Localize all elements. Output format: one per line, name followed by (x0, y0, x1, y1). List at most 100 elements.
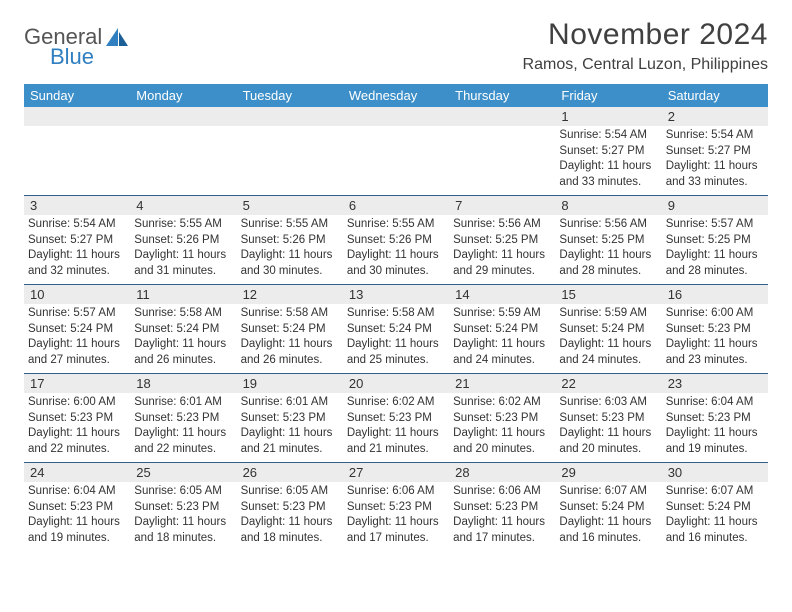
sunset-text: Sunset: 5:24 PM (28, 322, 126, 338)
calendar-cell: 26Sunrise: 6:05 AMSunset: 5:23 PMDayligh… (237, 463, 343, 551)
daylight-text: Daylight: 11 hours and 28 minutes. (666, 248, 764, 279)
calendar-cell: 30Sunrise: 6:07 AMSunset: 5:24 PMDayligh… (662, 463, 768, 551)
daylight-text: Daylight: 11 hours and 26 minutes. (241, 337, 339, 368)
sunset-text: Sunset: 5:24 PM (559, 500, 657, 516)
sunrise-text: Sunrise: 5:55 AM (241, 217, 339, 233)
cell-body: Sunrise: 5:59 AMSunset: 5:24 PMDaylight:… (555, 304, 661, 372)
daylight-text: Daylight: 11 hours and 33 minutes. (559, 159, 657, 190)
sunrise-text: Sunrise: 6:02 AM (347, 395, 445, 411)
cell-body: Sunrise: 6:03 AMSunset: 5:23 PMDaylight:… (555, 393, 661, 461)
daylight-text: Daylight: 11 hours and 22 minutes. (134, 426, 232, 457)
day-number: 26 (237, 463, 343, 482)
day-header: Thursday (449, 84, 555, 107)
sunset-text: Sunset: 5:25 PM (559, 233, 657, 249)
week-row: 17Sunrise: 6:00 AMSunset: 5:23 PMDayligh… (24, 374, 768, 463)
sunrise-text: Sunrise: 6:00 AM (28, 395, 126, 411)
day-number: 23 (662, 374, 768, 393)
calendar-cell (237, 107, 343, 195)
brand-text: General Blue (24, 26, 102, 68)
cell-body: Sunrise: 6:00 AMSunset: 5:23 PMDaylight:… (24, 393, 130, 461)
cell-body: Sunrise: 5:57 AMSunset: 5:24 PMDaylight:… (24, 304, 130, 372)
sunset-text: Sunset: 5:23 PM (28, 411, 126, 427)
sunrise-text: Sunrise: 6:06 AM (347, 484, 445, 500)
sunset-text: Sunset: 5:23 PM (453, 500, 551, 516)
daylight-text: Daylight: 11 hours and 29 minutes. (453, 248, 551, 279)
day-number (449, 107, 555, 126)
cell-body: Sunrise: 5:58 AMSunset: 5:24 PMDaylight:… (130, 304, 236, 372)
sunrise-text: Sunrise: 5:59 AM (559, 306, 657, 322)
calendar-cell: 1Sunrise: 5:54 AMSunset: 5:27 PMDaylight… (555, 107, 661, 195)
sunrise-text: Sunrise: 5:54 AM (666, 128, 764, 144)
sunrise-text: Sunrise: 5:57 AM (28, 306, 126, 322)
daylight-text: Daylight: 11 hours and 32 minutes. (28, 248, 126, 279)
sunset-text: Sunset: 5:23 PM (241, 411, 339, 427)
day-number (130, 107, 236, 126)
daylight-text: Daylight: 11 hours and 24 minutes. (453, 337, 551, 368)
sunrise-text: Sunrise: 6:05 AM (134, 484, 232, 500)
cell-body: Sunrise: 5:57 AMSunset: 5:25 PMDaylight:… (662, 215, 768, 283)
sunset-text: Sunset: 5:23 PM (134, 500, 232, 516)
sunrise-text: Sunrise: 5:58 AM (347, 306, 445, 322)
header: General Blue November 2024 Ramos, Centra… (24, 18, 768, 74)
cell-body: Sunrise: 5:58 AMSunset: 5:24 PMDaylight:… (237, 304, 343, 372)
calendar-cell: 7Sunrise: 5:56 AMSunset: 5:25 PMDaylight… (449, 196, 555, 284)
daylight-text: Daylight: 11 hours and 19 minutes. (666, 426, 764, 457)
day-number: 30 (662, 463, 768, 482)
calendar-cell: 28Sunrise: 6:06 AMSunset: 5:23 PMDayligh… (449, 463, 555, 551)
calendar-cell: 17Sunrise: 6:00 AMSunset: 5:23 PMDayligh… (24, 374, 130, 462)
daylight-text: Daylight: 11 hours and 17 minutes. (347, 515, 445, 546)
sunset-text: Sunset: 5:23 PM (666, 411, 764, 427)
calendar-cell: 24Sunrise: 6:04 AMSunset: 5:23 PMDayligh… (24, 463, 130, 551)
sunrise-text: Sunrise: 6:07 AM (666, 484, 764, 500)
sunrise-text: Sunrise: 5:56 AM (453, 217, 551, 233)
cell-body: Sunrise: 5:55 AMSunset: 5:26 PMDaylight:… (130, 215, 236, 283)
day-number: 15 (555, 285, 661, 304)
cell-body: Sunrise: 6:07 AMSunset: 5:24 PMDaylight:… (662, 482, 768, 550)
day-number: 10 (24, 285, 130, 304)
sunset-text: Sunset: 5:25 PM (666, 233, 764, 249)
sunset-text: Sunset: 5:26 PM (134, 233, 232, 249)
sunset-text: Sunset: 5:27 PM (28, 233, 126, 249)
sunrise-text: Sunrise: 5:56 AM (559, 217, 657, 233)
daylight-text: Daylight: 11 hours and 21 minutes. (347, 426, 445, 457)
daylight-text: Daylight: 11 hours and 31 minutes. (134, 248, 232, 279)
daylight-text: Daylight: 11 hours and 17 minutes. (453, 515, 551, 546)
location-text: Ramos, Central Luzon, Philippines (523, 56, 768, 74)
sunset-text: Sunset: 5:24 PM (559, 322, 657, 338)
sunset-text: Sunset: 5:26 PM (241, 233, 339, 249)
cell-body: Sunrise: 6:06 AMSunset: 5:23 PMDaylight:… (343, 482, 449, 550)
daylight-text: Daylight: 11 hours and 22 minutes. (28, 426, 126, 457)
calendar-cell: 23Sunrise: 6:04 AMSunset: 5:23 PMDayligh… (662, 374, 768, 462)
sunrise-text: Sunrise: 6:01 AM (134, 395, 232, 411)
day-number: 13 (343, 285, 449, 304)
cell-body: Sunrise: 5:58 AMSunset: 5:24 PMDaylight:… (343, 304, 449, 372)
sunset-text: Sunset: 5:23 PM (28, 500, 126, 516)
day-header-row: Sunday Monday Tuesday Wednesday Thursday… (24, 84, 768, 107)
cell-body: Sunrise: 5:55 AMSunset: 5:26 PMDaylight:… (343, 215, 449, 283)
calendar-cell: 6Sunrise: 5:55 AMSunset: 5:26 PMDaylight… (343, 196, 449, 284)
calendar-cell: 22Sunrise: 6:03 AMSunset: 5:23 PMDayligh… (555, 374, 661, 462)
day-number: 9 (662, 196, 768, 215)
sunrise-text: Sunrise: 5:58 AM (134, 306, 232, 322)
sunset-text: Sunset: 5:23 PM (134, 411, 232, 427)
brand-line2: Blue (50, 46, 102, 68)
sunset-text: Sunset: 5:26 PM (347, 233, 445, 249)
daylight-text: Daylight: 11 hours and 33 minutes. (666, 159, 764, 190)
sunset-text: Sunset: 5:24 PM (241, 322, 339, 338)
cell-body: Sunrise: 6:01 AMSunset: 5:23 PMDaylight:… (237, 393, 343, 461)
week-row: 24Sunrise: 6:04 AMSunset: 5:23 PMDayligh… (24, 463, 768, 551)
sunrise-text: Sunrise: 5:54 AM (559, 128, 657, 144)
sunset-text: Sunset: 5:23 PM (559, 411, 657, 427)
calendar-cell: 19Sunrise: 6:01 AMSunset: 5:23 PMDayligh… (237, 374, 343, 462)
cell-body: Sunrise: 5:56 AMSunset: 5:25 PMDaylight:… (555, 215, 661, 283)
calendar-cell: 11Sunrise: 5:58 AMSunset: 5:24 PMDayligh… (130, 285, 236, 373)
calendar-cell: 15Sunrise: 5:59 AMSunset: 5:24 PMDayligh… (555, 285, 661, 373)
cell-body: Sunrise: 5:54 AMSunset: 5:27 PMDaylight:… (662, 126, 768, 194)
daylight-text: Daylight: 11 hours and 16 minutes. (559, 515, 657, 546)
daylight-text: Daylight: 11 hours and 30 minutes. (241, 248, 339, 279)
daylight-text: Daylight: 11 hours and 20 minutes. (453, 426, 551, 457)
day-header: Monday (130, 84, 236, 107)
brand-logo: General Blue (24, 18, 128, 68)
calendar-cell (449, 107, 555, 195)
cell-body: Sunrise: 5:59 AMSunset: 5:24 PMDaylight:… (449, 304, 555, 372)
